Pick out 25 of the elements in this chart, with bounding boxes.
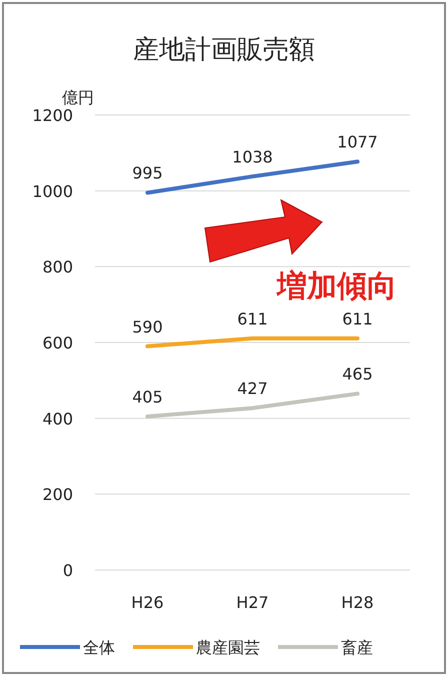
data-label: 995	[132, 164, 163, 183]
y-tick-label: 600	[42, 334, 73, 352]
y-tick-label: 800	[42, 258, 73, 277]
x-tick-label: H28	[341, 593, 374, 612]
y-tick-label: 200	[42, 485, 73, 504]
data-label: 611	[342, 309, 373, 328]
data-label: 427	[237, 379, 268, 398]
data-label: 1038	[232, 147, 273, 166]
legend-label: 全体	[83, 638, 115, 657]
chart-title: 産地計画販売額	[133, 35, 315, 65]
y-axis-title: 億円	[62, 88, 94, 107]
y-tick-label: 0	[62, 561, 73, 580]
x-tick-label: H26	[131, 593, 164, 612]
data-label: 1077	[337, 132, 378, 152]
y-tick-label: 1200	[32, 106, 73, 125]
annotation: 増加傾向	[276, 269, 397, 304]
legend-label: 農産園芸	[196, 638, 260, 657]
data-label: 405	[132, 387, 163, 406]
data-label: 465	[342, 364, 373, 384]
legend-label: 畜産	[341, 638, 373, 657]
data-label: 611	[237, 309, 268, 328]
y-tick-label: 400	[42, 409, 73, 428]
y-tick-label: 1000	[32, 182, 73, 201]
data-label: 590	[132, 317, 163, 336]
x-tick-label: H27	[236, 593, 269, 612]
